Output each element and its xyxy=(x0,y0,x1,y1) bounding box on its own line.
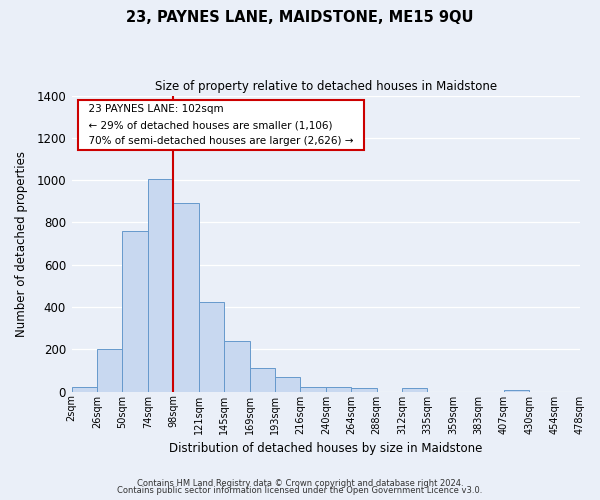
Bar xyxy=(173,204,199,392)
Text: Contains public sector information licensed under the Open Government Licence v3: Contains public sector information licen… xyxy=(118,486,482,495)
Bar xyxy=(224,341,250,392)
Bar xyxy=(275,377,301,392)
Bar xyxy=(199,302,224,392)
Bar xyxy=(351,388,377,392)
Bar xyxy=(301,387,326,392)
Bar xyxy=(122,231,148,392)
Title: Size of property relative to detached houses in Maidstone: Size of property relative to detached ho… xyxy=(155,80,497,93)
Bar xyxy=(148,179,173,392)
Y-axis label: Number of detached properties: Number of detached properties xyxy=(15,150,28,336)
Bar xyxy=(97,350,122,392)
Text: 23 PAYNES LANE: 102sqm
  ← 29% of detached houses are smaller (1,106)
  70% of s: 23 PAYNES LANE: 102sqm ← 29% of detached… xyxy=(82,104,360,146)
X-axis label: Distribution of detached houses by size in Maidstone: Distribution of detached houses by size … xyxy=(169,442,482,455)
Text: Contains HM Land Registry data © Crown copyright and database right 2024.: Contains HM Land Registry data © Crown c… xyxy=(137,478,463,488)
Bar xyxy=(71,388,97,392)
Bar xyxy=(504,390,529,392)
Bar xyxy=(402,388,427,392)
Bar xyxy=(326,387,351,392)
Bar xyxy=(250,368,275,392)
Text: 23, PAYNES LANE, MAIDSTONE, ME15 9QU: 23, PAYNES LANE, MAIDSTONE, ME15 9QU xyxy=(126,10,474,25)
